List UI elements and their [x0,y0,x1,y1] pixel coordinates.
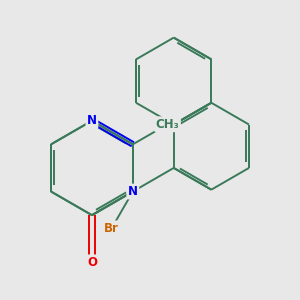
Text: O: O [87,256,97,269]
Text: Br: Br [104,222,119,235]
Text: CH₃: CH₃ [156,118,179,131]
Text: N: N [87,114,97,127]
Text: N: N [128,185,138,198]
